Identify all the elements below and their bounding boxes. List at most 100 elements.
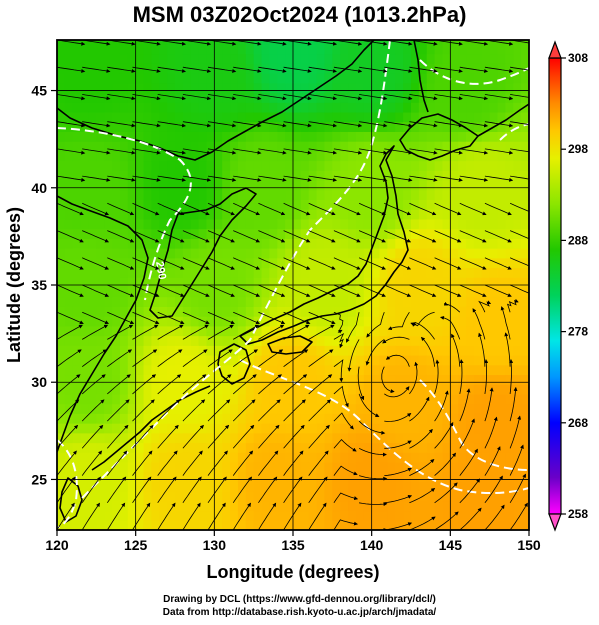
field-cell	[237, 170, 247, 181]
field-cell	[175, 393, 184, 405]
field-cell	[466, 218, 475, 230]
field-cell	[167, 306, 176, 317]
field-cell	[222, 199, 231, 210]
field-cell	[285, 452, 294, 463]
field-cell	[481, 500, 491, 512]
field-cell	[127, 150, 137, 162]
field-cell	[64, 316, 74, 327]
field-cell	[96, 374, 105, 385]
field-cell	[466, 170, 475, 181]
field-cell	[206, 374, 215, 385]
field-cell	[167, 423, 176, 434]
field-cell	[127, 82, 137, 94]
field-cell	[450, 131, 459, 142]
field-cell	[230, 432, 239, 444]
field-cell	[489, 199, 499, 210]
field-cell	[72, 189, 82, 201]
field-cell	[458, 452, 467, 463]
field-cell	[411, 53, 420, 64]
field-cell	[135, 180, 145, 191]
field-cell	[473, 471, 483, 482]
field-cell	[190, 53, 200, 64]
streamline	[359, 502, 388, 507]
field-cell	[135, 413, 145, 424]
field-cell	[395, 92, 404, 103]
field-cell	[167, 238, 176, 249]
field-cell	[481, 345, 491, 356]
field-cell	[253, 180, 263, 191]
field-cell	[379, 43, 388, 55]
field-cell	[206, 452, 215, 463]
field-cell	[112, 121, 121, 132]
streamline	[232, 374, 257, 395]
field-cell	[127, 180, 137, 191]
field-cell	[308, 471, 318, 482]
field-cell	[513, 160, 522, 171]
field-cell	[363, 481, 373, 492]
field-cell	[64, 364, 74, 376]
field-cell	[64, 238, 74, 249]
field-cell	[88, 267, 97, 278]
streamline	[506, 298, 519, 313]
field-cell	[57, 355, 66, 366]
field-cell	[182, 92, 192, 103]
field-cell	[261, 53, 270, 64]
field-cell	[348, 218, 357, 230]
field-cell	[167, 296, 176, 307]
field-cell	[143, 452, 152, 463]
field-cell	[182, 141, 192, 152]
field-cell	[112, 520, 121, 530]
field-cell	[214, 500, 223, 512]
field-cell	[324, 306, 333, 317]
field-cell	[324, 520, 333, 530]
field-cell	[403, 82, 412, 94]
field-cell	[395, 63, 404, 74]
field-cell	[348, 53, 357, 64]
field-cell	[167, 141, 176, 152]
field-cell	[308, 335, 318, 346]
field-cell	[324, 102, 333, 113]
field-cell	[112, 209, 121, 220]
field-cell	[167, 481, 176, 492]
field-cell	[88, 180, 97, 191]
field-cell	[190, 218, 200, 230]
field-cell	[237, 160, 247, 171]
field-cell	[64, 432, 74, 444]
field-cell	[513, 180, 522, 191]
field-cell	[214, 92, 223, 103]
streamline	[157, 502, 176, 530]
field-cell	[458, 141, 467, 152]
field-cell	[348, 209, 357, 220]
field-cell	[371, 374, 381, 385]
streamline	[132, 399, 155, 422]
field-cell	[332, 238, 341, 249]
field-cell	[442, 393, 451, 405]
field-cell	[411, 131, 420, 142]
field-cell	[57, 53, 66, 64]
field-cell	[214, 267, 223, 278]
field-cell	[300, 53, 310, 64]
field-cell	[96, 40, 105, 45]
field-cell	[442, 335, 451, 346]
field-cell	[135, 267, 145, 278]
field-cell	[245, 442, 255, 453]
field-cell	[505, 170, 514, 181]
field-cell	[261, 423, 270, 434]
field-cell	[175, 131, 184, 142]
field-cell	[88, 500, 97, 512]
field-cell	[214, 413, 223, 424]
field-cell	[308, 248, 318, 259]
field-cell	[119, 43, 129, 55]
field-cell	[418, 141, 428, 152]
field-cell	[387, 286, 396, 298]
field-cell	[489, 141, 499, 152]
field-cell	[104, 111, 113, 123]
field-cell	[293, 384, 302, 395]
field-cell	[182, 277, 192, 288]
field-cell	[64, 199, 74, 210]
field-cell	[57, 248, 66, 259]
field-cell	[505, 345, 514, 356]
field-cell	[167, 442, 176, 453]
field-cell	[473, 170, 483, 181]
